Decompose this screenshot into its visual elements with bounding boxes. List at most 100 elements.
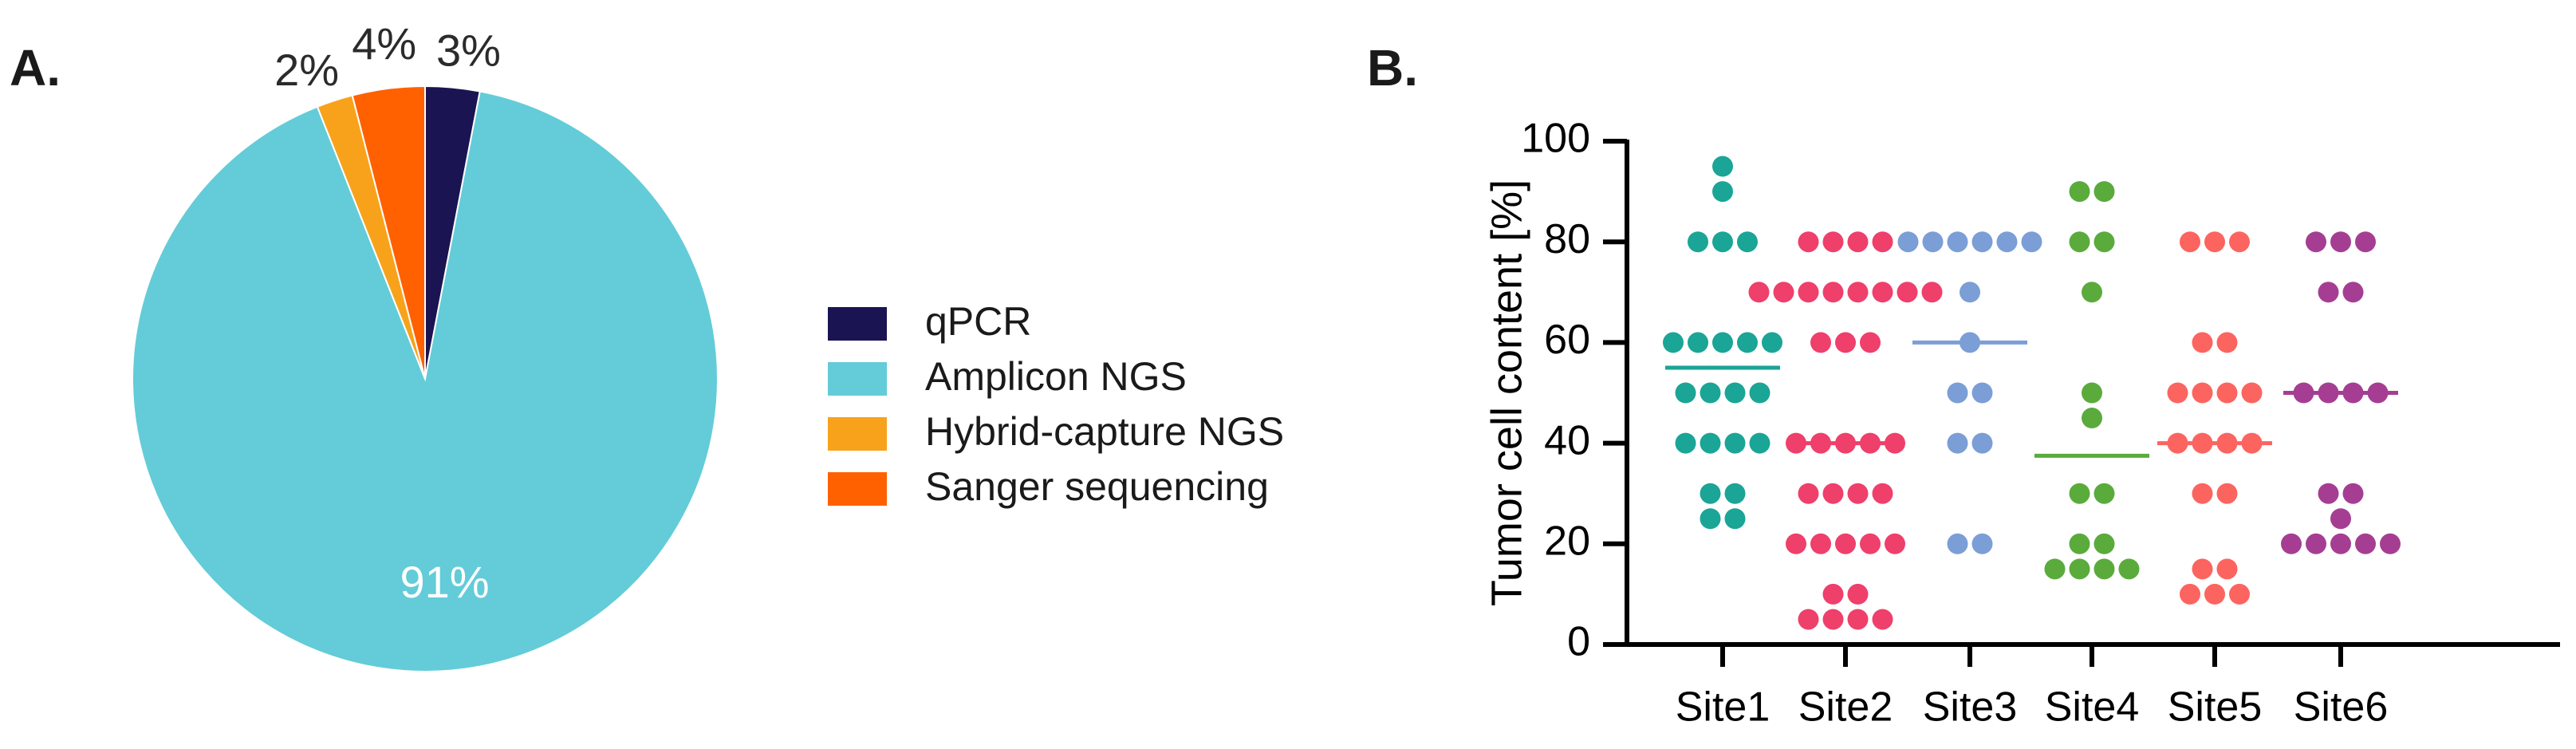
data-point xyxy=(2082,382,2102,404)
data-point xyxy=(2093,483,2115,504)
data-point xyxy=(1822,609,1844,630)
dot-plot: 0 20 40 60 80 100 Tumor cell content [%] Site1 S… xyxy=(1483,116,2560,731)
pie-label-qpcr: 3% xyxy=(436,26,501,76)
data-point xyxy=(1798,609,1819,630)
data-point xyxy=(1847,282,1869,303)
series-site2 xyxy=(1748,231,1943,630)
data-point xyxy=(2167,382,2188,404)
data-point xyxy=(1810,332,1831,353)
data-point xyxy=(2229,231,2250,253)
data-point xyxy=(1675,432,1696,454)
panel-a-label: A. xyxy=(10,39,61,97)
data-point xyxy=(2093,558,2115,580)
data-point xyxy=(1872,231,1893,253)
data-point xyxy=(2093,231,2115,253)
data-point xyxy=(2318,282,2339,303)
data-point xyxy=(1737,231,1758,253)
data-point xyxy=(1749,432,1771,454)
data-point xyxy=(1700,382,1721,404)
data-point xyxy=(1835,332,1856,353)
y-tick-label-20: 20 xyxy=(1544,518,1590,565)
pie-label-sanger-sequencing: 4% xyxy=(352,18,416,69)
data-point xyxy=(1700,432,1721,454)
data-point xyxy=(2180,583,2200,605)
data-point xyxy=(1860,533,1881,554)
data-point xyxy=(2306,231,2326,253)
data-point xyxy=(2082,282,2102,303)
data-point xyxy=(1847,609,1869,630)
data-point xyxy=(2342,282,2364,303)
pie-legend: qPCR Amplicon NGS Hybrid-capture NGS Sanger… xyxy=(828,299,1284,509)
series-site1 xyxy=(1663,156,1782,530)
data-point xyxy=(1847,231,1869,253)
data-point xyxy=(1960,282,1980,303)
pie-slice-sanger-sequencing xyxy=(351,85,426,380)
data-point xyxy=(1748,282,1770,303)
data-point xyxy=(2330,533,2351,554)
data-point xyxy=(1675,382,1696,404)
data-point xyxy=(1921,282,1943,303)
data-point xyxy=(1712,332,1733,353)
data-point xyxy=(1749,382,1771,404)
data-point xyxy=(1700,483,1721,504)
data-point xyxy=(1712,231,1733,253)
pie-label-amplicon-ngs: 91% xyxy=(400,557,489,607)
legend-swatch-amplicon-ngs xyxy=(828,362,887,396)
data-point xyxy=(1724,483,1746,504)
y-tick-label-60: 60 xyxy=(1544,317,1590,363)
data-point xyxy=(1773,282,1794,303)
data-point xyxy=(1712,181,1733,203)
y-tick-label-80: 80 xyxy=(1544,216,1590,262)
pie-slice-amplicon-ngs xyxy=(132,90,719,672)
y-tick-label-100: 100 xyxy=(1521,116,1590,162)
data-point xyxy=(2281,533,2302,554)
data-point xyxy=(1971,382,1993,404)
data-point xyxy=(1798,282,1819,303)
data-point xyxy=(1663,332,1684,353)
x-tick-label-site3: Site3 xyxy=(1923,684,2018,731)
data-point xyxy=(1762,332,1782,353)
data-point xyxy=(1947,382,1968,404)
data-point xyxy=(2021,231,2042,253)
data-point xyxy=(1947,231,1968,253)
data-point xyxy=(2192,558,2213,580)
legend-label-qpcr: qPCR xyxy=(925,299,1031,344)
data-point xyxy=(1688,332,1708,353)
data-point xyxy=(1971,533,1993,554)
data-point xyxy=(2069,483,2090,504)
series-site5 xyxy=(2157,231,2272,605)
data-point xyxy=(2204,231,2225,253)
legend-swatch-sanger-sequencing xyxy=(828,472,887,506)
data-point xyxy=(1786,533,1806,554)
data-point xyxy=(2069,533,2090,554)
data-point xyxy=(2241,382,2263,404)
data-point xyxy=(2044,558,2066,580)
data-point xyxy=(1947,432,1968,454)
x-tick-label-site5: Site5 xyxy=(2168,684,2263,731)
y-tick-label-40: 40 xyxy=(1544,417,1590,463)
data-point xyxy=(2069,231,2090,253)
data-point xyxy=(1737,332,1758,353)
pie-chart: 3% 91% 2% 4% xyxy=(132,18,719,672)
data-point xyxy=(2355,231,2376,253)
legend-swatch-hybrid-capture-ngs xyxy=(828,417,887,451)
data-point xyxy=(2216,483,2238,504)
data-point xyxy=(2318,483,2339,504)
legend-label-sanger-sequencing: Sanger sequencing xyxy=(925,464,1269,509)
data-point xyxy=(2355,533,2376,554)
data-point xyxy=(1872,282,1893,303)
data-point xyxy=(1847,483,1869,504)
x-tick-label-site4: Site4 xyxy=(2045,684,2140,731)
data-point xyxy=(2330,508,2351,530)
data-point xyxy=(1996,231,2018,253)
data-point xyxy=(1971,231,1993,253)
data-point xyxy=(1885,533,1905,554)
data-point xyxy=(2229,583,2250,605)
data-point xyxy=(2069,558,2090,580)
data-point xyxy=(2082,408,2102,429)
data-point xyxy=(1847,583,1869,605)
data-point xyxy=(2330,231,2351,253)
data-point xyxy=(2216,558,2238,580)
panel-b-label: B. xyxy=(1367,39,1418,97)
